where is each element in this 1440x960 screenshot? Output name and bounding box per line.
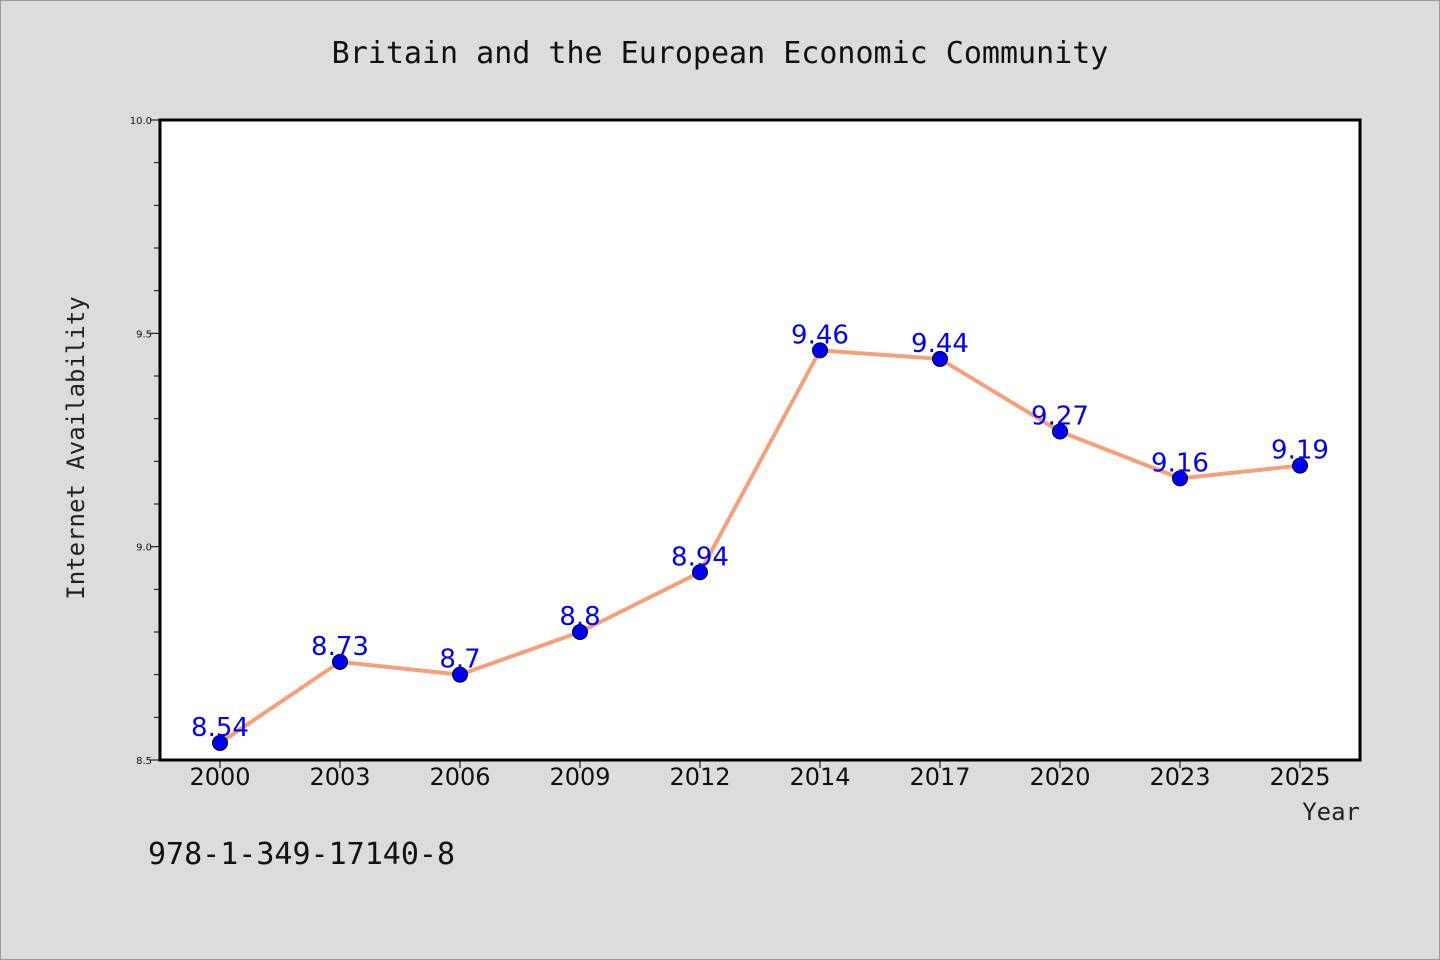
data-point: [332, 653, 348, 670]
plot-area: [158, 118, 1362, 762]
data-point: [1052, 423, 1068, 440]
x-tick-label: 2025: [1269, 763, 1330, 791]
x-axis: 2000 2003 2006 2009 2012 2014 2017 2020 2023 2025: [189, 760, 1331, 791]
data-point: [452, 666, 468, 683]
x-tick-label: 2020: [1029, 763, 1090, 791]
data-label: 9.44: [911, 329, 969, 359]
data-point: [692, 564, 708, 581]
x-tick-label: 2012: [669, 763, 730, 791]
data-label: 8.8: [559, 602, 600, 632]
x-tick-label: 2017: [909, 763, 970, 791]
data-label-group: 8.54 8.73 8.7 8.8 8.94 9.46 9.44 9.27 9.16 9.19: [191, 320, 1329, 743]
isbn-text: 978-1-349-17140-8: [148, 837, 455, 872]
data-point: [212, 734, 228, 751]
x-axis-label: Year: [1302, 798, 1360, 826]
data-label: 9.16: [1151, 448, 1209, 478]
series-line-group: [218, 348, 1301, 745]
x-tick-label: 2023: [1149, 763, 1210, 791]
data-point: [812, 342, 828, 359]
x-tick-label: 2003: [309, 763, 370, 791]
data-label: 9.27: [1031, 401, 1089, 431]
x-tick-label: 2000: [189, 763, 250, 791]
marker-group: [212, 342, 1308, 751]
y-tick-label: 9.5: [136, 329, 152, 340]
data-point: [572, 624, 588, 640]
data-point: [1292, 457, 1308, 474]
x-tick-label: 2014: [789, 763, 850, 791]
data-label: 8.54: [191, 713, 249, 743]
y-tick-label: 9.0: [136, 543, 152, 554]
data-label: 9.19: [1271, 436, 1329, 466]
y-axis: 8.5 9.0 9.5 10.0: [130, 116, 160, 767]
series-line: [218, 348, 1301, 745]
data-label: 8.73: [311, 632, 369, 662]
data-label: 8.7: [439, 645, 480, 675]
data-label: 8.94: [671, 542, 729, 572]
data-point: [1172, 470, 1188, 487]
y-tick-label: 10.0: [130, 116, 152, 127]
y-axis-label: Internet Availability: [62, 296, 90, 599]
chart-title: Britain and the European Economic Commun…: [332, 36, 1109, 71]
data-label: 9.46: [791, 320, 849, 350]
data-point: [932, 350, 948, 367]
x-tick-label: 2009: [549, 763, 610, 791]
x-tick-label: 2006: [429, 763, 490, 791]
y-tick-label: 8.5: [136, 756, 152, 767]
